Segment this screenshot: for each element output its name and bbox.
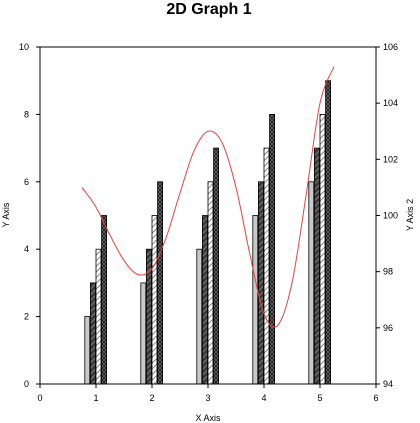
bars-layer	[84, 80, 332, 385]
y2-axis-label: Y Axis 2	[405, 199, 415, 231]
bar-s1-x5	[308, 181, 315, 385]
x-tick-label-4: 4	[261, 393, 266, 403]
bar-s2-x3	[201, 215, 208, 385]
y2-tick-label-104: 104	[383, 98, 398, 108]
x-axis-label: X Axis	[195, 413, 221, 423]
x-tick-label-1: 1	[93, 393, 98, 403]
y2-tick-label-94: 94	[383, 379, 393, 389]
series-line-y2	[81, 66, 335, 328]
bar-s1-x1	[84, 316, 91, 385]
bar-s2-x5	[313, 147, 320, 385]
y2-tick-label-100: 100	[383, 211, 398, 221]
y-tick-label-10: 10	[19, 42, 29, 52]
bar-s1-x4	[252, 215, 259, 385]
bar-s4-x4	[269, 114, 276, 385]
x-tick-label-5: 5	[317, 393, 322, 403]
y2-tick-label-106: 106	[383, 42, 398, 52]
bar-s4-x5	[325, 80, 332, 385]
y-tick-label-2: 2	[24, 312, 29, 322]
bar-s3-x2	[151, 215, 158, 385]
y2-tick-label-96: 96	[383, 323, 393, 333]
chart-title: 2D Graph 1	[166, 1, 251, 18]
ticks-layer: 0 1 2 3 4 5 6 0 2 4 6 8 10 94 96 98 100 102 104 106	[19, 42, 398, 403]
y-axis-label: Y Axis	[1, 202, 11, 227]
y2-tick-label-98: 98	[383, 267, 393, 277]
bar-s2-x1	[90, 282, 96, 385]
y-tick-label-6: 6	[24, 177, 29, 187]
bar-s3-x1	[95, 248, 102, 385]
y-tick-label-8: 8	[24, 109, 29, 119]
bar-s2-x2	[145, 248, 152, 385]
bar-s4-x1	[101, 215, 107, 385]
x-tick-label-3: 3	[205, 393, 210, 403]
x-tick-label-0: 0	[37, 393, 42, 403]
bar-s3-x5	[319, 114, 326, 385]
y-tick-label-0: 0	[24, 379, 29, 389]
x-tick-label-2: 2	[149, 393, 154, 403]
bar-s1-x3	[196, 248, 203, 385]
bar-s2-x4	[257, 181, 264, 385]
y-tick-label-4: 4	[24, 244, 29, 254]
bar-s1-x2	[140, 282, 147, 385]
line-layer	[81, 66, 335, 328]
bar-s3-x3	[207, 181, 214, 385]
x-tick-label-6: 6	[373, 393, 378, 403]
bar-s4-x2	[157, 181, 164, 385]
y2-tick-label-102: 102	[383, 154, 398, 164]
bar-s4-x3	[213, 147, 220, 385]
bar-s3-x4	[263, 147, 270, 385]
